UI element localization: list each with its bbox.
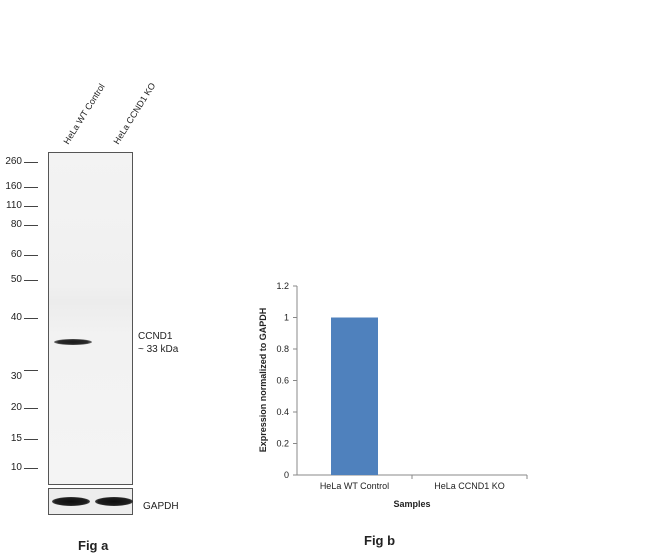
y-tick-label: 0.2 [276,439,289,449]
mw-marker-110: 110 [6,200,22,211]
y-tick-label: 1 [284,313,289,323]
blot-membrane [48,152,133,485]
x-tick-label: HeLa WT Control [320,481,389,491]
gapdh-band-wt [52,497,90,506]
chart-text: Expression normalized to GAPDH Samples 0… [258,281,505,509]
mw-tick [24,439,38,440]
y-tick-label: 0.4 [276,407,289,417]
gapdh-band-ko [95,497,133,506]
band-annotation: CCND1 ~ 33 kDa [138,330,178,356]
y-tick-label: 0.6 [276,376,289,386]
chart-bars [331,317,378,475]
y-axis-title: Expression normalized to GAPDH [258,308,268,453]
mw-marker-80: 80 [10,219,22,230]
ccnd1-band [54,339,92,345]
mw-marker-20: 20 [10,402,22,413]
fig-b-label: Fig b [364,533,396,548]
mw-tick [24,370,38,371]
mw-marker-50: 50 [10,274,22,285]
mw-tick [24,280,38,281]
mw-marker-40: 40 [10,312,22,323]
mw-marker-260: 260 [5,156,22,167]
band-annotation-name: CCND1 [138,331,173,342]
mw-marker-15: 15 [10,433,22,444]
mw-tick [24,468,38,469]
mw-marker-160: 160 [5,181,22,192]
y-tick-label: 0.8 [276,344,289,354]
mw-marker-60: 60 [10,249,22,260]
mw-marker-30: 30 [10,371,22,382]
fig-a-label: Fig a [78,538,109,553]
mw-marker-10: 10 [10,462,22,473]
mw-tick [24,225,38,226]
y-tick-label: 0 [284,470,289,480]
x-tick-label: HeLa CCND1 KO [434,481,505,491]
mw-tick [24,187,38,188]
mw-tick [24,255,38,256]
y-tick-label: 1.2 [276,281,289,291]
band-annotation-size: ~ 33 kDa [138,344,179,355]
mw-tick [24,318,38,319]
mw-tick [24,408,38,409]
mw-tick [24,162,38,163]
gapdh-membrane [48,488,133,515]
mw-tick [24,206,38,207]
bar [331,317,378,475]
gapdh-label: GAPDH [143,501,179,512]
x-axis-title: Samples [393,499,430,509]
chart-axes [293,285,528,479]
